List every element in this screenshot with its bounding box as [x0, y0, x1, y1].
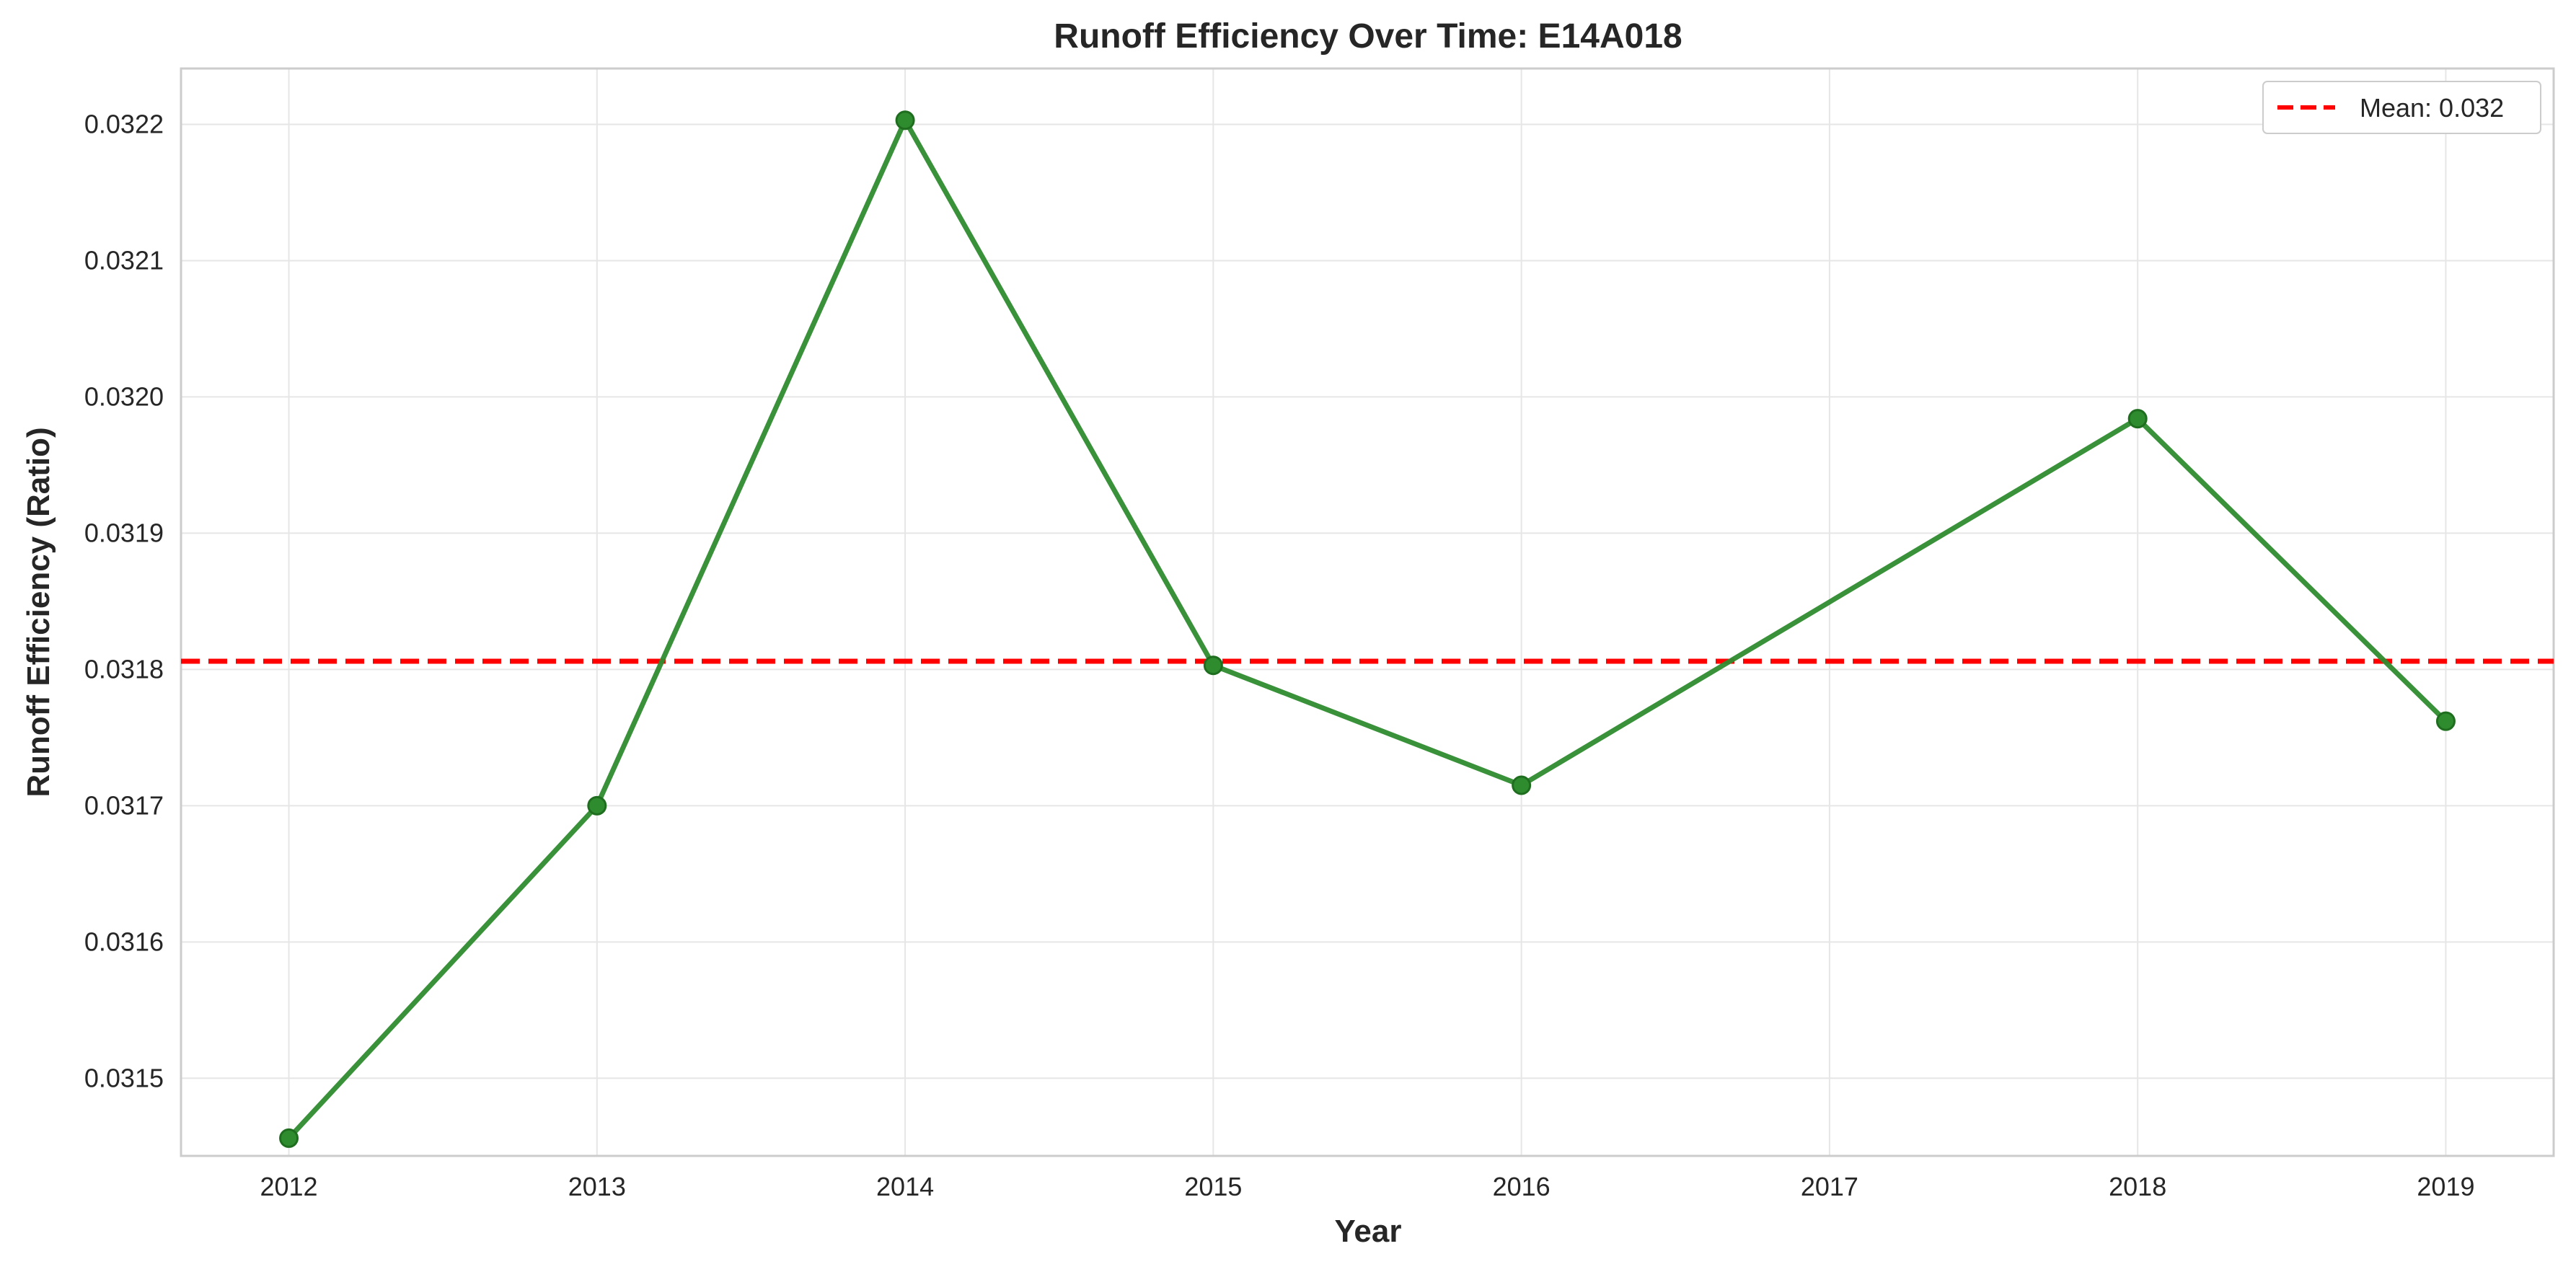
x-tick-labels: 2012 2013 2014 2015 2016 2017 2018 2019: [260, 1172, 2474, 1201]
data-point: [1203, 655, 1223, 676]
x-axis-label: Year: [1335, 1214, 1402, 1249]
x-tick-label: 2015: [1184, 1172, 1242, 1201]
x-tick-label: 2012: [260, 1172, 317, 1201]
y-tick-label: 0.0316: [84, 927, 164, 956]
legend: Mean: 0.032: [2262, 81, 2541, 134]
x-tick-label: 2018: [2109, 1172, 2166, 1201]
data-point: [895, 110, 915, 131]
y-tick-label: 0.0319: [84, 518, 164, 547]
y-tick-label: 0.0315: [84, 1063, 164, 1092]
data-point: [587, 795, 607, 816]
chart-title: Runoff Efficiency Over Time: E14A018: [1054, 17, 1682, 56]
x-tick-label: 2019: [2417, 1172, 2474, 1201]
data-point: [2127, 409, 2148, 429]
y-tick-labels: 0.0315 0.0316 0.0317 0.0318 0.0319 0.0320 0.03…: [84, 109, 164, 1092]
y-tick-label: 0.0317: [84, 790, 164, 820]
data-point: [2435, 711, 2456, 731]
x-tick-label: 2014: [876, 1172, 934, 1201]
legend-box: [2262, 81, 2541, 134]
series-group: [279, 110, 2456, 1148]
y-tick-label: 0.0321: [84, 245, 164, 275]
legend-label-mean: Mean: 0.032: [2360, 93, 2504, 123]
data-point: [279, 1128, 299, 1148]
x-tick-label: 2016: [1493, 1172, 1551, 1201]
plot-frame: [180, 67, 2555, 1157]
x-tick-label: 2017: [1801, 1172, 1858, 1201]
grid: [181, 69, 2554, 1156]
y-tick-label: 0.0318: [84, 654, 164, 684]
x-tick-label: 2013: [568, 1172, 626, 1201]
data-point: [1512, 775, 1532, 795]
y-axis-label: Runoff Efficiency (Ratio): [21, 427, 56, 797]
y-tick-label: 0.0322: [84, 109, 164, 138]
y-tick-label: 0.0320: [84, 381, 164, 411]
